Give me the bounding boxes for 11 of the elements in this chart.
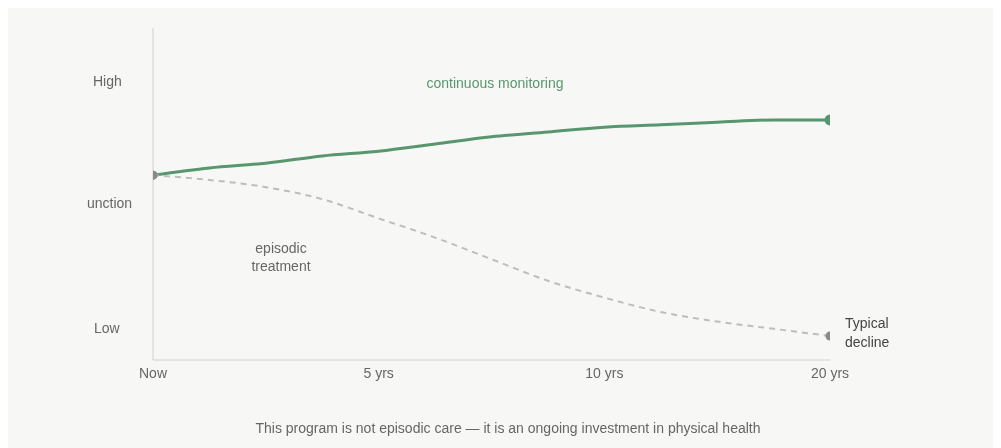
x-tick-label: Now (138, 364, 168, 381)
x-tick-label: 10 yrs (585, 364, 624, 381)
text: unction (87, 194, 134, 212)
text: Low (94, 319, 121, 337)
x-tick-label: 20 yrs (810, 364, 850, 381)
series-label: Typical decline (845, 314, 891, 353)
annotation: episodic treatment (250, 239, 312, 275)
text: High (93, 72, 123, 90)
x-tick-label: 5 yrs (363, 364, 394, 381)
text: This program is not episodic care — it is an ongoing investment in physical health (254, 419, 762, 437)
text: continuous monitoring (425, 74, 565, 92)
